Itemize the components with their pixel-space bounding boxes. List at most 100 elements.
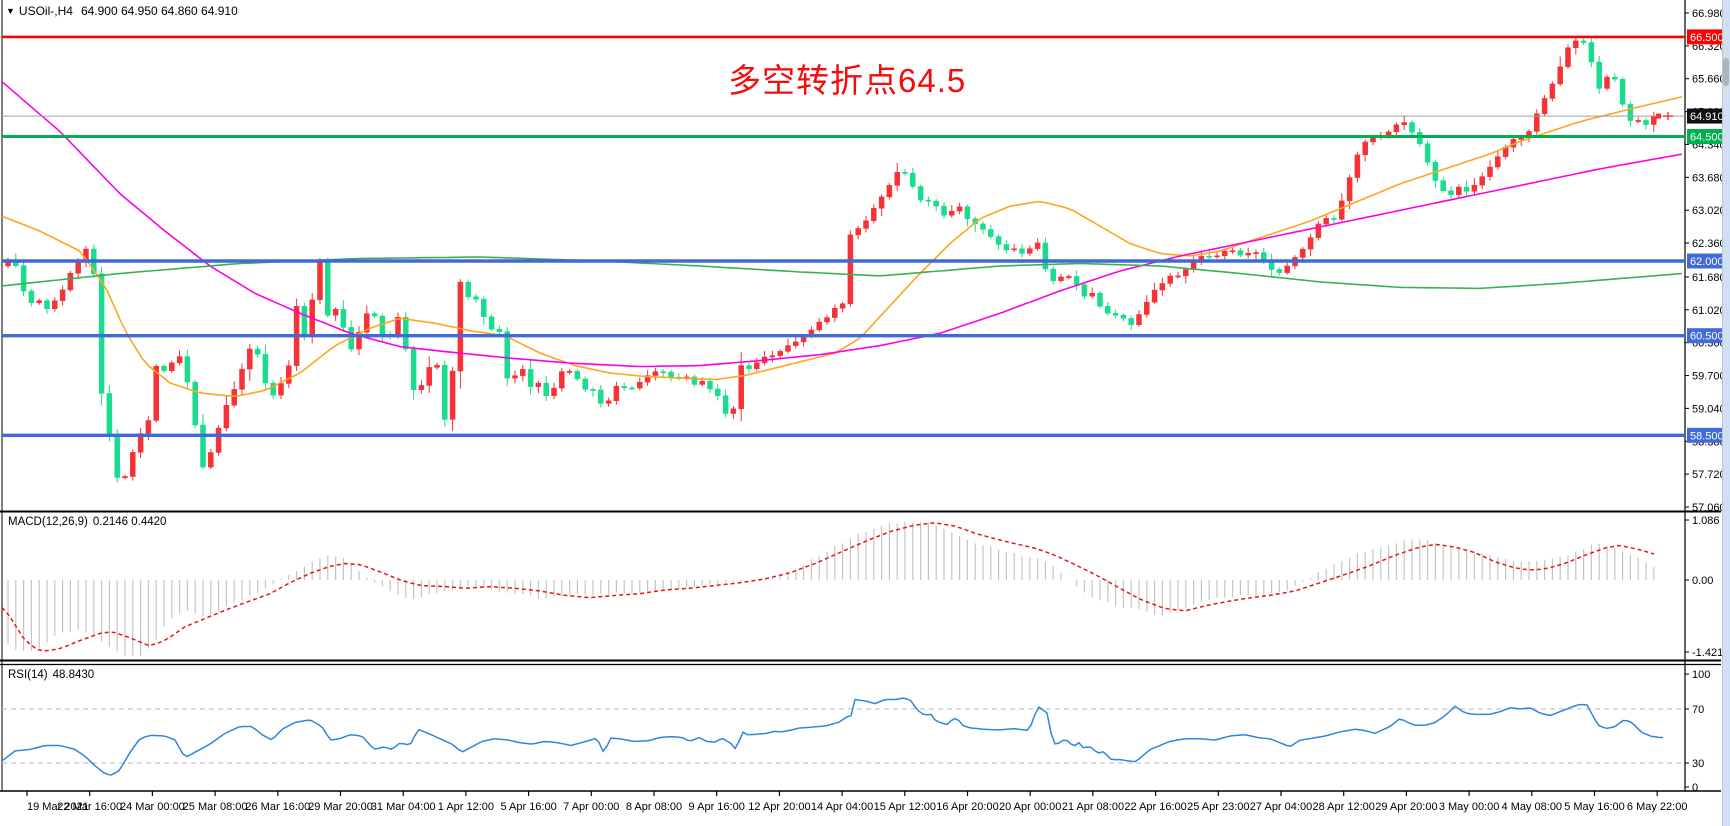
candle-down xyxy=(98,273,105,394)
candle-down xyxy=(925,199,932,202)
price-tick-label: 61.680 xyxy=(1692,272,1726,284)
time-tick-label: 4 May 08:00 xyxy=(1502,801,1563,813)
candle-up xyxy=(1307,237,1314,250)
candle-up xyxy=(1284,265,1290,273)
candle-up xyxy=(449,370,456,420)
candle-down xyxy=(1417,132,1423,144)
candle-down xyxy=(44,300,50,309)
candle-down xyxy=(481,298,487,318)
symbol-dropdown-icon[interactable]: ▼ xyxy=(6,6,15,16)
rsi-tick-label: 30 xyxy=(1692,758,1704,770)
candle-up xyxy=(777,351,783,356)
candle-up xyxy=(1136,314,1142,325)
macd-tick-label: 1.086 xyxy=(1692,515,1720,527)
candle-up xyxy=(1370,137,1376,143)
price-badge-58.500 xyxy=(1687,427,1729,443)
time-tick-label: 29 Mar 20:00 xyxy=(308,801,373,813)
last-price-marker xyxy=(1656,113,1661,119)
candle-down xyxy=(621,385,627,389)
candle-up xyxy=(1573,40,1579,49)
candle-down xyxy=(941,205,947,216)
price-badge-64.500 xyxy=(1687,129,1729,144)
candle-up xyxy=(231,389,237,406)
macd-indicator-label: MACD(12,26,9) 0.2146 0.4420 xyxy=(8,516,166,528)
candle-up xyxy=(52,300,58,309)
candle-up xyxy=(863,220,869,229)
candle-up xyxy=(215,427,222,453)
candle-up xyxy=(699,381,705,385)
candle-up xyxy=(1323,218,1329,225)
price-tick-label: 57.720 xyxy=(1692,469,1726,481)
window-scrollbar-track[interactable] xyxy=(1722,0,1730,826)
candle-up xyxy=(1144,301,1150,315)
price-tick-label: 65.660 xyxy=(1692,74,1726,86)
candle-down xyxy=(1448,190,1454,195)
candle-up xyxy=(1222,250,1228,256)
candle-up xyxy=(36,300,42,303)
price-badge-label: 64.910 xyxy=(1690,111,1724,123)
candle-down xyxy=(504,331,510,379)
candle-up xyxy=(886,185,893,198)
candle-up xyxy=(130,452,136,477)
candle-down xyxy=(465,281,471,298)
candle-down xyxy=(1003,244,1010,251)
candle-down xyxy=(1463,186,1470,192)
candle-down xyxy=(161,365,167,372)
candle-up xyxy=(839,303,846,309)
candle-up xyxy=(730,408,737,414)
candle-down xyxy=(1612,76,1618,80)
candle-up xyxy=(769,355,776,358)
candle-down xyxy=(1097,293,1103,307)
time-tick-label: 14 Apr 04:00 xyxy=(811,801,873,813)
candle-up xyxy=(512,375,518,379)
price-tick-label: 62.360 xyxy=(1692,238,1726,250)
price-tick-label: 63.680 xyxy=(1692,172,1726,184)
candle-up xyxy=(1635,120,1641,122)
candle-down xyxy=(114,435,120,478)
candle-up xyxy=(1651,115,1657,125)
candle-up xyxy=(1339,200,1345,220)
candle-up xyxy=(1401,122,1407,126)
candle-up xyxy=(1495,156,1501,168)
candle-down xyxy=(1596,61,1602,89)
candle-down xyxy=(988,229,994,237)
candle-down xyxy=(1643,120,1649,125)
candle-down xyxy=(1619,78,1626,105)
time-tick-label: 15 Apr 12:00 xyxy=(874,801,936,813)
window-scrollbar-thumb[interactable] xyxy=(1723,58,1729,86)
time-tick-label: 5 May 16:00 xyxy=(1564,801,1625,813)
candle-down xyxy=(192,381,198,426)
candle-up xyxy=(793,341,799,346)
candle-down xyxy=(1276,269,1283,273)
candle-up xyxy=(1393,124,1400,133)
time-tick-label: 1 Apr 12:00 xyxy=(438,801,494,813)
candle-up xyxy=(535,382,542,387)
candle-down xyxy=(629,387,635,390)
candle-down xyxy=(1128,318,1134,325)
candle-up xyxy=(223,404,230,429)
candle-up xyxy=(1066,276,1072,278)
candle-down xyxy=(1331,218,1337,220)
candle-up xyxy=(894,172,900,186)
candle-down xyxy=(1206,255,1212,258)
candle-down xyxy=(590,389,596,391)
candle-down xyxy=(496,328,503,332)
candle-up xyxy=(1214,255,1220,258)
candle-down xyxy=(574,371,581,380)
time-tick-label: 26 Mar 16:00 xyxy=(245,801,310,813)
candle-down xyxy=(1112,312,1119,316)
candle-up xyxy=(208,452,214,468)
candle-up xyxy=(878,196,885,209)
candle-up xyxy=(1058,276,1064,281)
candle-up xyxy=(356,331,362,350)
time-tick-label: 5 Apr 16:00 xyxy=(500,801,556,813)
candle-up xyxy=(122,476,128,478)
candle-down xyxy=(1440,180,1446,191)
macd-tick-label: -1.4215 xyxy=(1692,647,1729,659)
candle-up xyxy=(847,234,854,305)
candle-up xyxy=(364,313,370,333)
candle-down xyxy=(1424,143,1431,163)
candle-up xyxy=(145,420,152,434)
candle-up xyxy=(871,208,877,221)
